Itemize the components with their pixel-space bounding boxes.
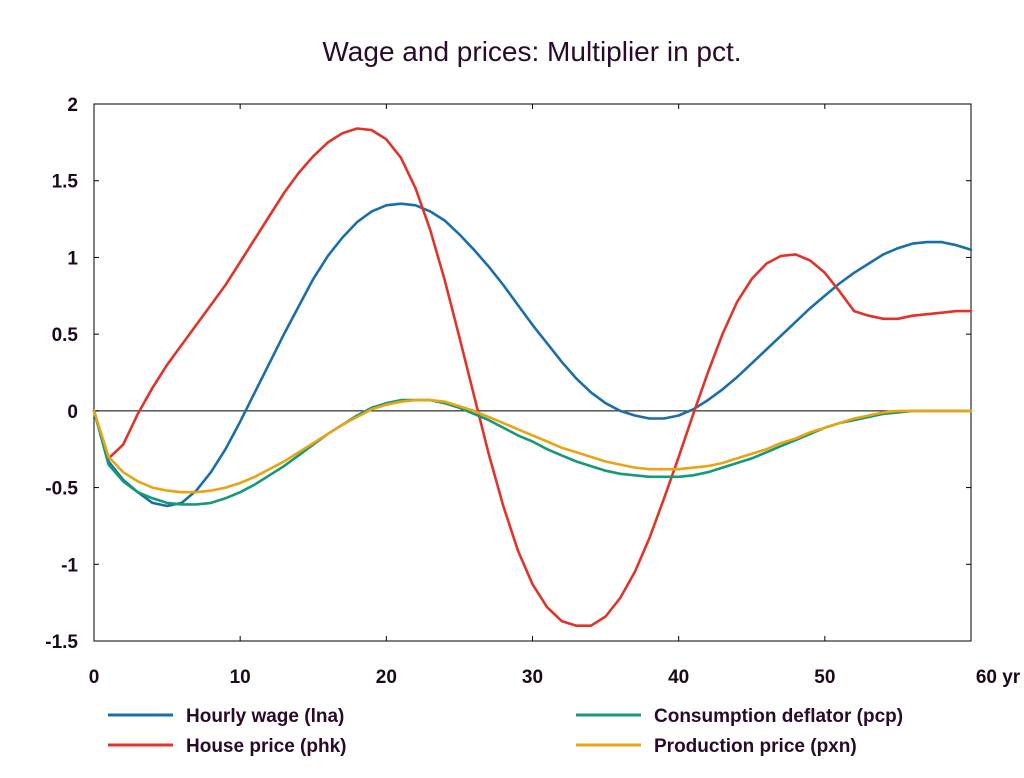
series-line-3 [92,398,973,494]
y-tick-label: -0.5 [45,479,78,500]
x-tick-label: 20 [376,667,397,688]
legend-label: House price (phk) [186,736,346,757]
x-tick-label: 30 [522,667,543,688]
legend-label: Production price (pxn) [654,736,857,757]
legend-label: Consumption deflator (pcp) [654,706,903,727]
x-tick-label: 60 yr [976,667,1021,688]
x-tick-label: 10 [230,667,251,688]
x-tick-label: 40 [668,667,689,688]
series-line-0 [92,202,973,508]
x-tick-label: 0 [89,667,100,688]
y-tick-label: 1 [67,248,78,269]
series-layer [92,127,973,628]
series-line-1 [92,127,973,628]
y-tick-label: -1 [61,555,78,576]
y-tick-label: -1.5 [45,632,78,653]
x-axis: 0 10 20 30 40 50 60 yr [89,104,1021,688]
y-tick-label: 0 [67,402,78,423]
y-axis: -1.5 -1 -0.5 0 0.5 1 1.5 2 [45,95,971,653]
plot-frame [93,103,972,642]
chart-title: Wage and prices: Multiplier in pct. [322,36,741,67]
y-tick-label: 0.5 [52,325,79,346]
y-tick-label: 2 [67,95,78,116]
legend: Hourly wage (lna) House price (phk) Consum… [108,706,903,757]
x-tick-label: 50 [814,667,835,688]
y-tick-label: 1.5 [52,172,79,193]
legend-label: Hourly wage (lna) [186,706,344,727]
